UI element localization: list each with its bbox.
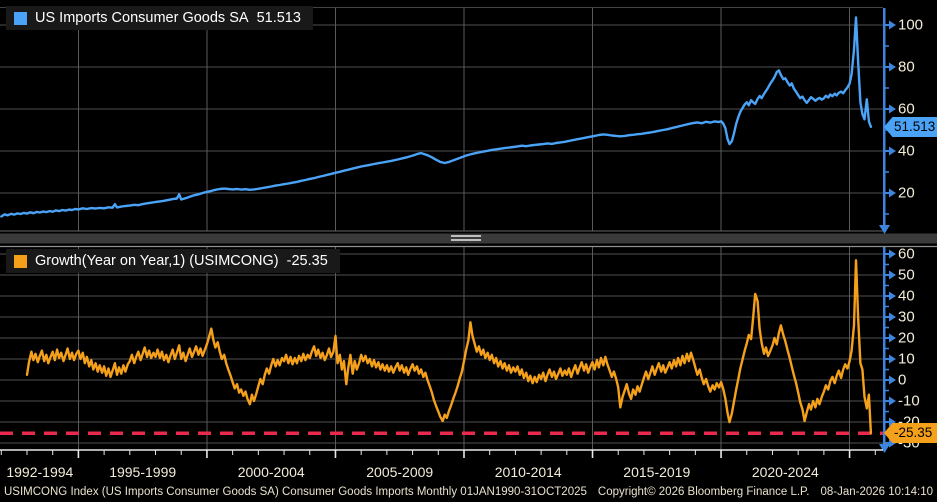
footer-description: USIMCONG Index (US Imports Consumer Good… xyxy=(4,486,587,498)
svg-text:30: 30 xyxy=(898,309,915,326)
top-panel-legend: US Imports Consumer Goods SA 51.513 xyxy=(6,6,313,30)
svg-text:100: 100 xyxy=(898,17,923,34)
growth-series-swatch-icon xyxy=(14,254,27,268)
svg-text:40: 40 xyxy=(898,288,915,305)
top-legend-last-value: 51.513 xyxy=(256,10,301,26)
svg-text:40: 40 xyxy=(898,142,915,159)
bottom-panel-legend: Growth(Year on Year,1) (USIMCONG) -25.35 xyxy=(6,249,340,273)
svg-text:2010-2014: 2010-2014 xyxy=(495,464,562,480)
bottom-legend-label: Growth(Year on Year,1) (USIMCONG) xyxy=(35,253,279,269)
svg-text:2005-2009: 2005-2009 xyxy=(366,464,433,480)
svg-text:10: 10 xyxy=(898,351,915,368)
footer-datetime: 08-Jan-2026 10:14:10 xyxy=(820,486,933,498)
svg-text:-10: -10 xyxy=(898,393,920,410)
svg-text:0: 0 xyxy=(898,372,906,389)
panel-splitter-handle[interactable] xyxy=(451,235,481,242)
svg-text:2000-2004: 2000-2004 xyxy=(238,464,305,480)
footer-bar: USIMCONG Index (US Imports Consumer Good… xyxy=(0,486,937,502)
svg-text:1995-1999: 1995-1999 xyxy=(109,464,176,480)
footer-copyright: Copyright© 2026 Bloomberg Finance L.P. xyxy=(597,486,810,498)
svg-text:2020-2024: 2020-2024 xyxy=(752,464,819,480)
imports-series-swatch-icon xyxy=(14,11,27,25)
top-legend-label: US Imports Consumer Goods SA xyxy=(35,10,249,26)
svg-text:60: 60 xyxy=(898,245,915,262)
svg-text:60: 60 xyxy=(898,101,915,118)
svg-text:20: 20 xyxy=(898,330,915,347)
svg-text:2015-2019: 2015-2019 xyxy=(623,464,690,480)
svg-text:20: 20 xyxy=(898,184,915,201)
bottom-chart-plot-area[interactable] xyxy=(0,246,883,450)
last-price-badge-imports: 51.513 xyxy=(884,117,937,137)
last-price-badge-growth: -25.35 xyxy=(884,423,937,443)
svg-text:50: 50 xyxy=(898,266,915,283)
svg-text:1992-1994: 1992-1994 xyxy=(6,464,73,480)
bottom-legend-last-value: -25.35 xyxy=(286,253,328,269)
top-chart-plot-area[interactable] xyxy=(0,8,883,231)
svg-text:80: 80 xyxy=(898,59,915,76)
